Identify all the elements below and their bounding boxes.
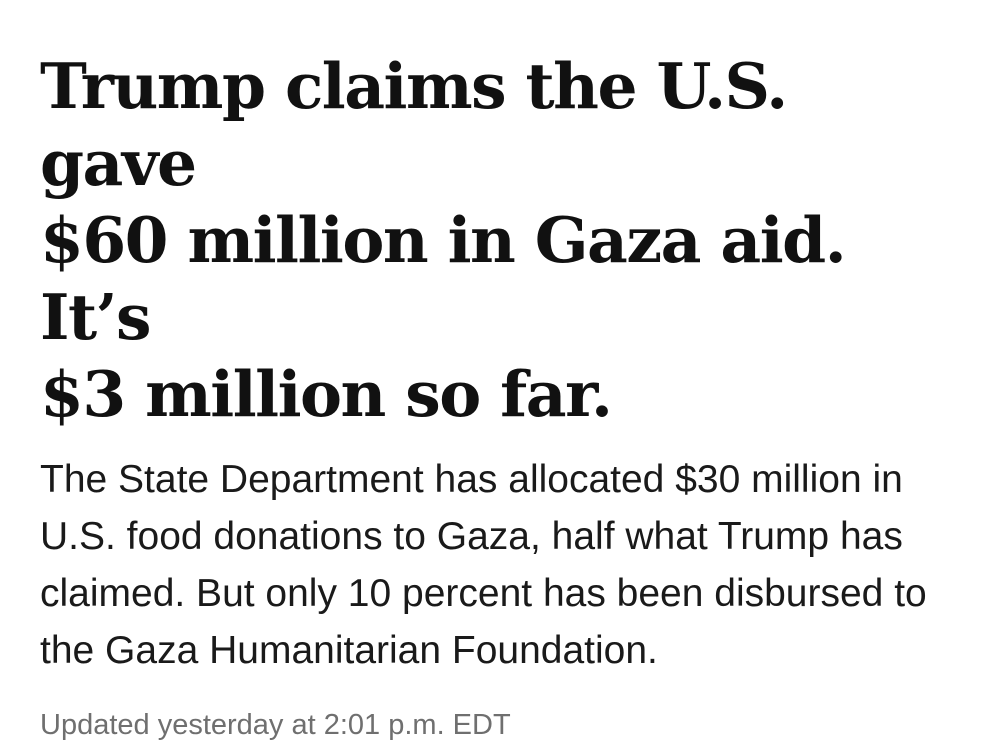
headline-line: $3 million so far.: [40, 357, 613, 431]
headline-line: $60 million in Gaza aid. It’s: [40, 203, 847, 354]
article-headline[interactable]: Trump claims the U.S. gave $60 million i…: [40, 48, 960, 433]
updated-timestamp: Updated yesterday at 2:01 p.m. EDT: [40, 709, 511, 741]
article-summary: The State Department has allocated $30 m…: [40, 458, 927, 672]
article-card[interactable]: Trump claims the U.S. gave $60 million i…: [40, 48, 960, 743]
headline-line: Trump claims the U.S. gave: [40, 49, 788, 200]
